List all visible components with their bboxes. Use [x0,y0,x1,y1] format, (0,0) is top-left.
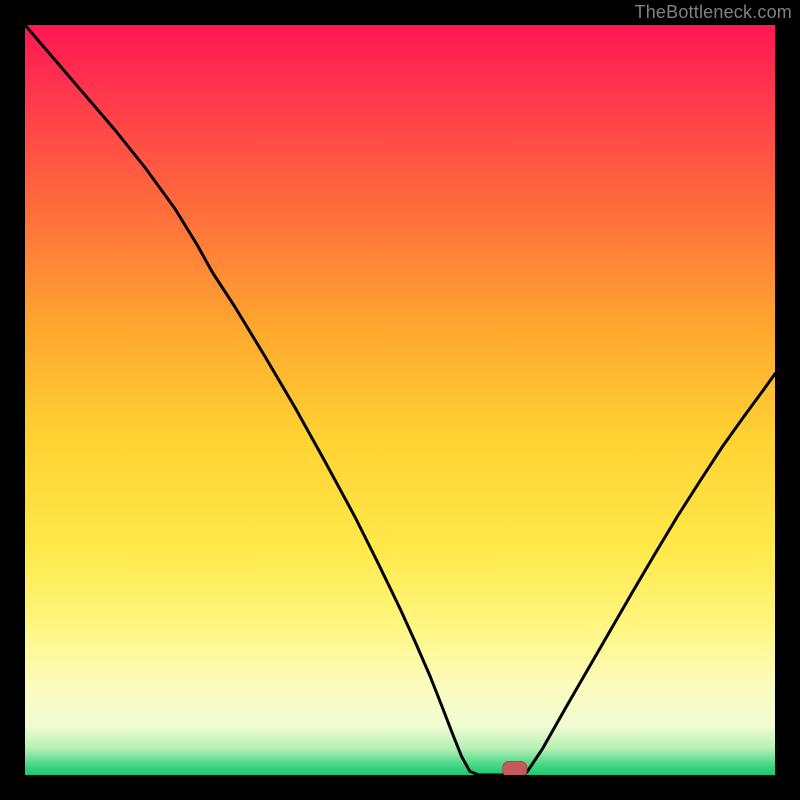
chart-svg [25,25,775,775]
attribution-text: TheBottleneck.com [635,2,792,23]
plot-area [25,25,775,775]
optimal-marker [503,762,527,776]
gradient-background [25,25,775,775]
chart-frame: TheBottleneck.com [0,0,800,800]
